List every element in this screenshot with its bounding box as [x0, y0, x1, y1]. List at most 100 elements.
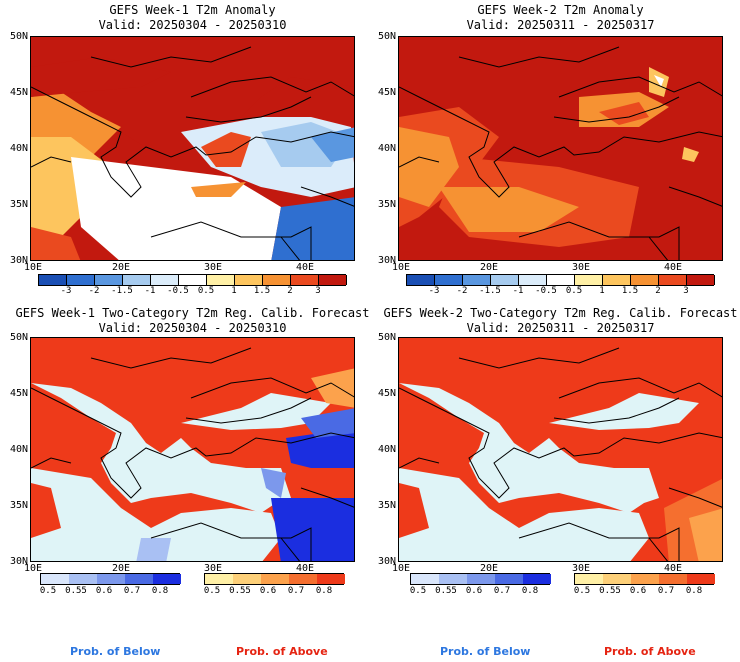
- lat-label: 50N: [9, 332, 28, 343]
- panel3-title: GEFS Week-1 Two-Category T2m Reg. Calib.…: [10, 306, 375, 336]
- lon-label: 30E: [203, 262, 223, 273]
- colorbar-swatch: [659, 574, 687, 584]
- colorbar-swatch: [235, 275, 263, 285]
- panel4-title: GEFS Week-2 Two-Category T2m Reg. Calib.…: [378, 306, 740, 336]
- colorbar-tick-label: 0.55: [229, 586, 251, 596]
- colorbar-tick-label: 2: [287, 286, 293, 296]
- colorbar-swatch: [523, 574, 551, 584]
- lon-label: 20E: [111, 563, 131, 574]
- colorbar-swatch: [291, 275, 319, 285]
- lon-label: 30E: [571, 262, 591, 273]
- colorbar-tick-label: -3: [60, 286, 72, 296]
- lon-label: 10E: [391, 563, 411, 574]
- colorbar-swatch: [519, 275, 547, 285]
- colorbar-tick-label: 0.5: [565, 286, 583, 296]
- colorbar-tick-label: 1: [231, 286, 237, 296]
- colorbar-swatch: [547, 275, 575, 285]
- colorbar-swatch: [575, 275, 603, 285]
- lat-label: 40N: [377, 444, 396, 455]
- colorbar-swatch: [41, 574, 69, 584]
- colorbar-swatch: [67, 275, 95, 285]
- lat-label: 50N: [9, 31, 28, 42]
- below-colorbar-swatches: [410, 573, 551, 585]
- lat-label: 35N: [377, 500, 396, 511]
- lon-label: 20E: [479, 262, 499, 273]
- colorbar-swatch: [407, 275, 435, 285]
- colorbar-swatch: [603, 574, 631, 584]
- colorbar-tick-label: 0.5: [409, 586, 427, 596]
- panel2-title-line2: Valid: 20250311 - 20250317: [466, 18, 655, 32]
- lon-label: 40E: [663, 563, 683, 574]
- colorbar-tick-label: 0.55: [435, 586, 457, 596]
- lat-label: 50N: [377, 332, 396, 343]
- lat-label: 45N: [377, 87, 396, 98]
- colorbar-tick-label: 3: [315, 286, 321, 296]
- colorbar-swatch: [687, 574, 715, 584]
- colorbar-swatch: [411, 574, 439, 584]
- colorbar-tick-label: -1: [512, 286, 524, 296]
- lon-label: 10E: [23, 262, 43, 273]
- colorbar-swatch: [205, 574, 233, 584]
- colorbar-tick-label: -1: [144, 286, 156, 296]
- lat-label: 35N: [9, 199, 28, 210]
- colorbar-swatch: [317, 574, 345, 584]
- colorbar-swatch: [463, 275, 491, 285]
- colorbar-tick-label: -1.5: [111, 286, 133, 296]
- lat-label: 50N: [377, 31, 396, 42]
- colorbar-tick-label: 0.8: [521, 586, 539, 596]
- colorbar-tick-label: 3: [683, 286, 689, 296]
- colorbar-swatch: [467, 574, 495, 584]
- colorbar-tick-label: 1: [599, 286, 605, 296]
- panel2-title-line1: GEFS Week-2 T2m Anomaly: [477, 3, 644, 17]
- lat-label: 40N: [9, 143, 28, 154]
- footer-prob-above-right: Prob. of Above: [604, 645, 696, 658]
- panel1-map: [30, 36, 355, 261]
- colorbar-tick-label: 1.5: [621, 286, 639, 296]
- lat-label: 30N: [377, 556, 396, 567]
- above-colorbar-swatches: [204, 573, 345, 585]
- colorbar-swatch: [491, 275, 519, 285]
- colorbar-swatch: [659, 275, 687, 285]
- lon-label: 10E: [391, 262, 411, 273]
- lat-label: 35N: [9, 500, 28, 511]
- lat-label: 45N: [9, 87, 28, 98]
- panel3-map: [30, 337, 355, 562]
- anomaly-colorbar-swatches: [406, 274, 715, 286]
- colorbar-swatch: [631, 574, 659, 584]
- lat-label: 30N: [377, 255, 396, 266]
- lat-label: 40N: [9, 444, 28, 455]
- lat-label: 35N: [377, 199, 396, 210]
- panel4-map: [398, 337, 723, 562]
- anomaly-colorbar-swatches: [38, 274, 347, 286]
- panel2-title: GEFS Week-2 T2m Anomaly Valid: 20250311 …: [398, 3, 723, 33]
- lon-label: 10E: [23, 563, 43, 574]
- colorbar-tick-label: -0.5: [167, 286, 189, 296]
- colorbar-swatch: [261, 574, 289, 584]
- panel2-map: [398, 36, 723, 261]
- colorbar-swatch: [495, 574, 523, 584]
- colorbar-tick-label: 0.6: [629, 586, 647, 596]
- colorbar-tick-label: 2: [655, 286, 661, 296]
- colorbar-swatch: [603, 275, 631, 285]
- panel1-title-line2: Valid: 20250304 - 20250310: [98, 18, 287, 32]
- below-colorbar-swatches: [40, 573, 181, 585]
- colorbar-tick-label: 0.5: [203, 586, 221, 596]
- colorbar-swatch: [319, 275, 347, 285]
- colorbar-tick-label: 0.7: [123, 586, 141, 596]
- panel1-title-line1: GEFS Week-1 T2m Anomaly: [109, 3, 276, 17]
- colorbar-swatch: [631, 275, 659, 285]
- lat-label: 45N: [377, 388, 396, 399]
- footer-prob-below-right: Prob. of Below: [440, 645, 531, 658]
- panel3-title-line2: Valid: 20250304 - 20250310: [98, 321, 287, 335]
- colorbar-tick-label: 0.6: [95, 586, 113, 596]
- colorbar-tick-label: 0.55: [599, 586, 621, 596]
- colorbar-tick-label: 0.5: [573, 586, 591, 596]
- colorbar-tick-label: 0.7: [287, 586, 305, 596]
- colorbar-swatch: [123, 275, 151, 285]
- lon-label: 30E: [571, 563, 591, 574]
- lon-label: 40E: [295, 262, 315, 273]
- colorbar-tick-label: 0.6: [259, 586, 277, 596]
- footer-prob-below-left: Prob. of Below: [70, 645, 161, 658]
- colorbar-tick-label: 0.7: [657, 586, 675, 596]
- colorbar-tick-label: -0.5: [535, 286, 557, 296]
